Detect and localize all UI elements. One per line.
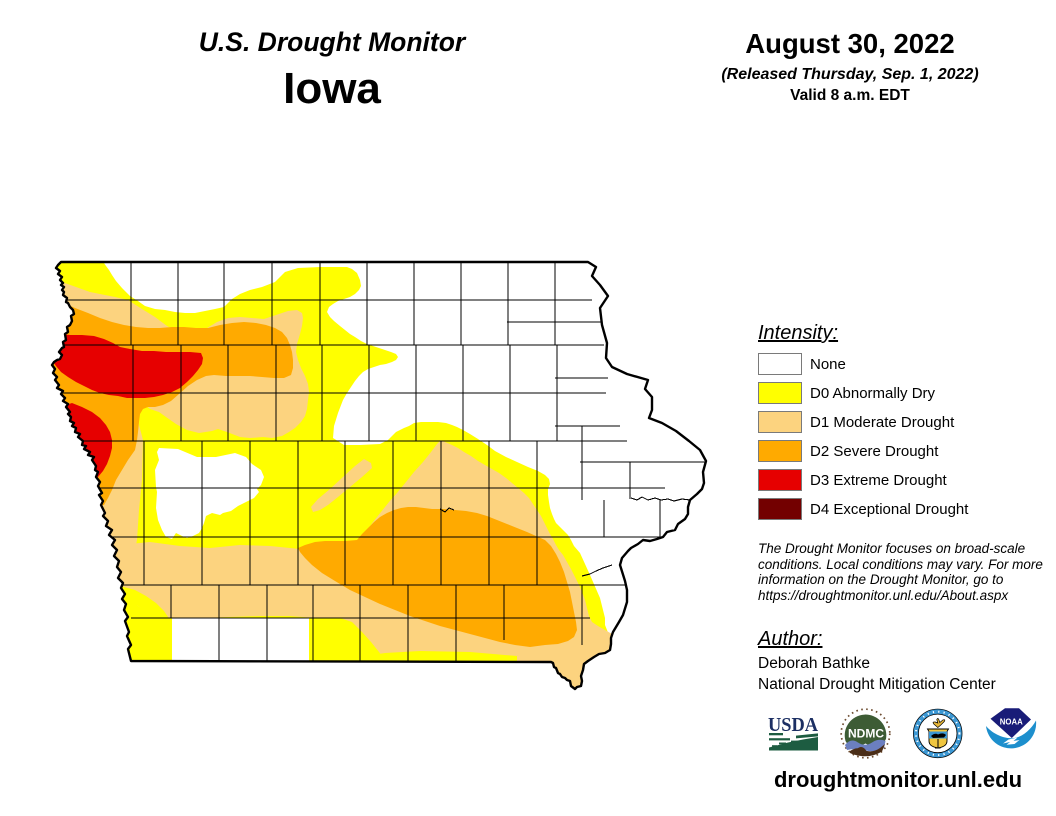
svg-text:USDA: USDA xyxy=(768,714,818,736)
svg-text:NDMC: NDMC xyxy=(848,727,884,741)
svg-text:NOAA: NOAA xyxy=(1000,717,1023,727)
